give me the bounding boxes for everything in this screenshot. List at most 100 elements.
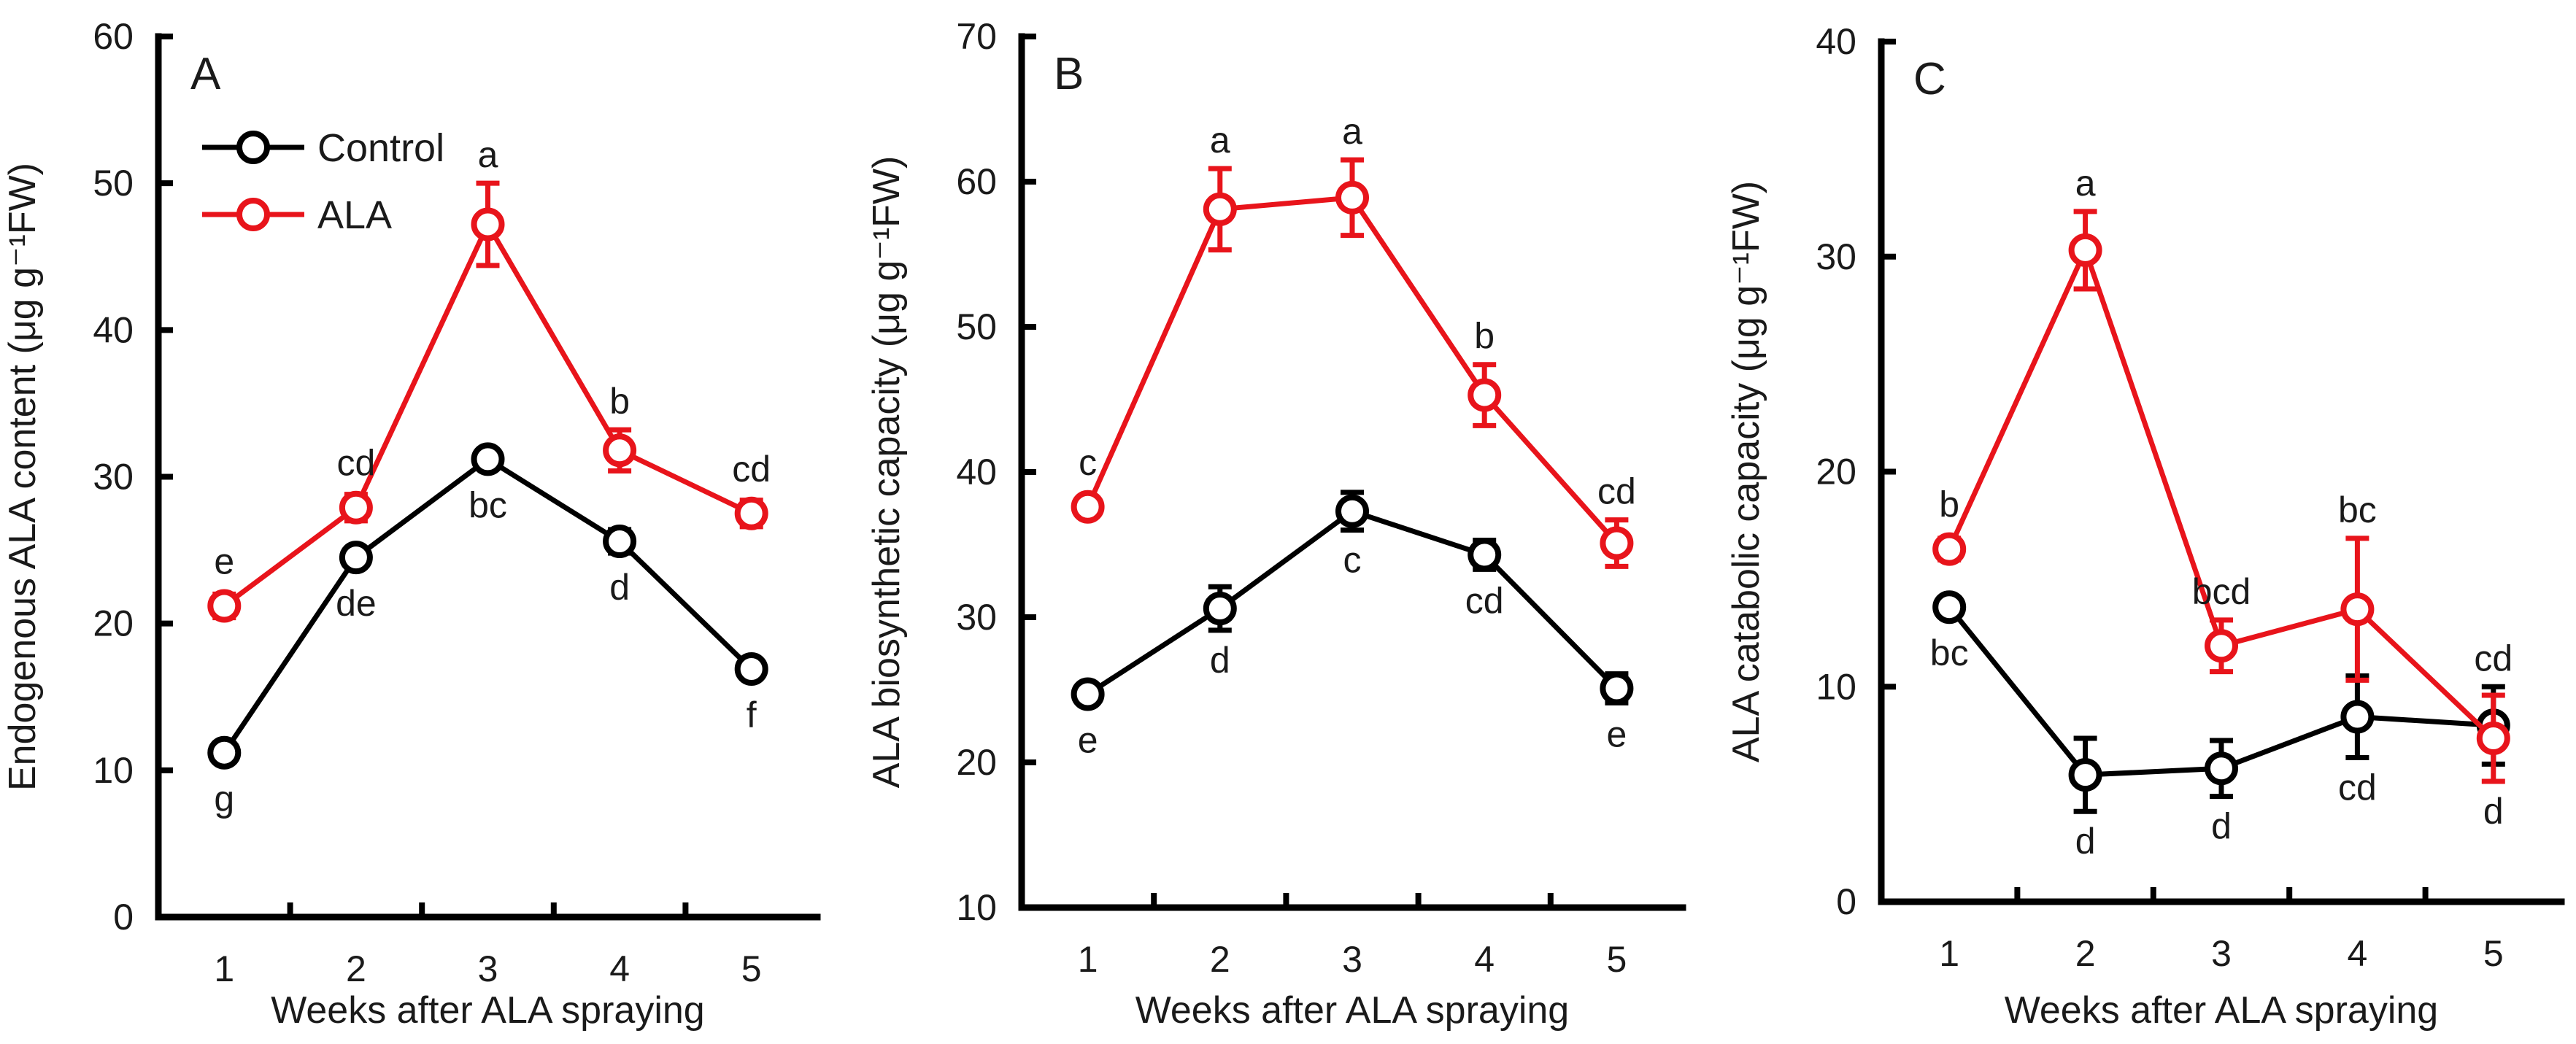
significance-label: bc	[468, 484, 507, 525]
data-point	[603, 525, 637, 559]
significance-label: cd	[2474, 638, 2513, 678]
significance-label: cd	[732, 449, 771, 490]
data-point	[1203, 592, 1237, 626]
x-tick-label: 4	[1474, 939, 1495, 980]
x-tick-label: 5	[1606, 939, 1627, 980]
significance-label: f	[747, 695, 757, 735]
significance-label: d	[2211, 806, 2232, 847]
data-point	[2340, 700, 2375, 734]
x-tick-label: 2	[346, 948, 366, 989]
y-tick-label: 60	[956, 161, 997, 202]
x-tick-label: 5	[2483, 933, 2504, 974]
series-ala: c a a b cd	[1071, 111, 1636, 569]
y-tick-label: 30	[1816, 236, 1856, 277]
panel-b: 10 20 30 40 50 60 70 1 2 3 4 5 Weeks after ALA spray…	[865, 16, 1686, 1032]
legend-item-control: Control	[202, 126, 444, 170]
data-point	[734, 652, 768, 687]
significance-label: e	[1078, 719, 1098, 760]
y-tick-label: 50	[93, 163, 134, 204]
significance-label: de	[336, 583, 377, 624]
y-axis-title: ALA biosynthetic capacity (μg g⁻¹FW)	[865, 156, 908, 789]
data-point	[339, 541, 373, 575]
y-tick-label: 40	[1816, 21, 1856, 62]
data-point	[471, 442, 505, 476]
y-axis-title: ALA catabolic capacity (μg g⁻¹FW)	[1725, 181, 1767, 762]
series-line	[1086, 508, 1619, 697]
x-tick-label: 1	[1078, 939, 1098, 980]
significance-label: d	[2075, 821, 2096, 862]
data-point	[734, 496, 768, 530]
data-point	[2340, 592, 2375, 627]
data-point	[207, 735, 242, 770]
x-tick-label: 1	[214, 948, 234, 989]
significance-label: cd	[1597, 471, 1636, 512]
y-tick-label: 30	[93, 457, 134, 498]
legend: Control ALA	[202, 126, 444, 237]
y-tick-label: 10	[93, 750, 134, 791]
y-tick-label: 20	[93, 603, 134, 644]
y-tick-label: 60	[93, 16, 134, 57]
significance-label: a	[478, 134, 498, 175]
legend-label: Control	[317, 126, 444, 170]
significance-label: d	[1210, 640, 1230, 681]
significance-label: cd	[2338, 767, 2377, 808]
data-point	[2068, 758, 2102, 792]
panel-c: 0 10 20 30 40 1 2 3 4 5 Weeks after ALA spraying AL…	[1725, 21, 2565, 1032]
y-tick-label: 50	[956, 306, 997, 347]
legend-marker	[236, 131, 270, 164]
significance-label: a	[1210, 120, 1230, 161]
significance-label: cd	[336, 443, 375, 484]
legend-marker	[236, 198, 270, 231]
y-tick-label: 40	[93, 309, 134, 350]
significance-label: b	[609, 381, 630, 422]
x-tick-label: 5	[741, 948, 762, 989]
data-point	[2476, 721, 2510, 755]
significance-label: b	[1939, 484, 1959, 525]
data-point	[1335, 180, 1369, 214]
significance-label: c	[1079, 442, 1097, 483]
x-tick-label: 4	[609, 948, 630, 989]
y-tick-label: 10	[1816, 666, 1856, 707]
significance-label: d	[2483, 791, 2504, 832]
legend-label: ALA	[317, 193, 392, 237]
data-point	[603, 433, 637, 468]
data-point	[339, 490, 373, 525]
data-point	[1468, 378, 1502, 412]
x-tick-label: 4	[2347, 933, 2367, 974]
data-point	[1335, 494, 1369, 528]
x-tick-label: 2	[2075, 933, 2096, 974]
x-tick-label: 3	[478, 948, 498, 989]
significance-label: g	[214, 778, 234, 819]
y-tick-label: 10	[956, 887, 997, 928]
significance-label: a	[1342, 111, 1362, 152]
y-tick-label: 0	[1836, 881, 1856, 922]
data-point	[1600, 526, 1634, 560]
x-axis-title: Weeks after ALA spraying	[271, 989, 704, 1032]
significance-label: b	[1474, 316, 1495, 357]
data-point	[471, 207, 505, 241]
significance-label: cd	[1465, 580, 1504, 621]
series-line	[223, 218, 753, 608]
y-tick-label: 20	[1816, 452, 1856, 492]
legend-item-ala: ALA	[202, 193, 392, 237]
significance-label: e	[214, 541, 234, 582]
panel-a: 0 10 20 30 40 50 60 1 2 3 4 5 Weeks after ALA sprayi…	[1, 16, 821, 1032]
data-point	[1468, 538, 1502, 572]
panel-letter: A	[190, 49, 221, 99]
x-axis-title: Weeks after ALA spraying	[1135, 989, 1569, 1032]
significance-label: bc	[2338, 490, 2377, 530]
panel-letter: C	[1913, 54, 1946, 104]
x-tick-label: 3	[2211, 933, 2232, 974]
significance-label: bcd	[2192, 571, 2251, 612]
data-point	[2205, 629, 2238, 663]
x-tick-label: 2	[1210, 939, 1230, 980]
y-tick-label: 30	[956, 597, 997, 638]
data-point	[207, 589, 242, 623]
data-point	[1071, 677, 1105, 711]
panel-letter: B	[1054, 49, 1084, 99]
x-tick-label: 3	[1342, 939, 1362, 980]
data-point	[2205, 751, 2238, 786]
significance-label: bc	[1930, 633, 1969, 673]
y-axis-title: Endogenous ALA content (μg g⁻¹FW)	[1, 163, 44, 791]
